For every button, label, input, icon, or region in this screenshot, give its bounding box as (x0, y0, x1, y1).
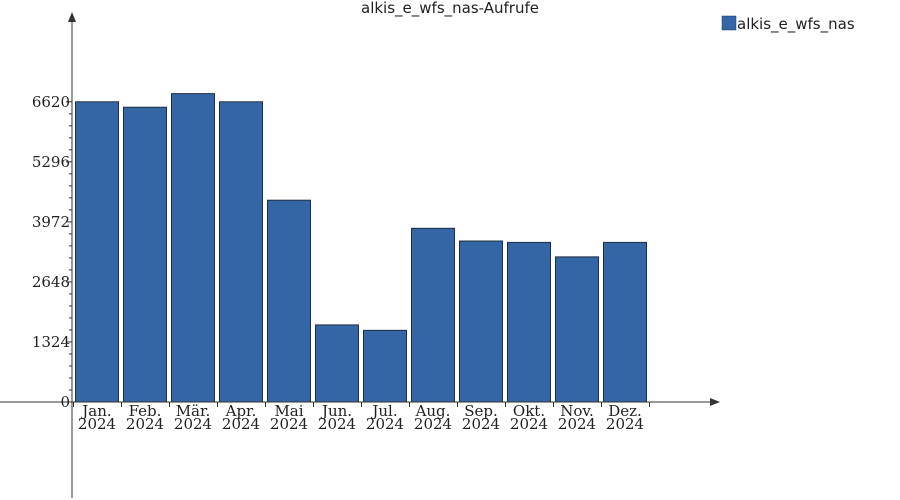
x-tick-label-1: Feb. 2024 (126, 402, 164, 433)
bar-10 (555, 256, 599, 403)
x-tick-label-7: Aug. 2024 (414, 402, 452, 433)
bar-0 (75, 101, 119, 403)
bar-3 (219, 101, 263, 403)
y-ticks: 0 1324 2648 3972 5296 6620 (32, 93, 72, 411)
y-tick-label-3: 3972 (32, 213, 70, 231)
bar-6 (363, 329, 407, 403)
bar-4 (267, 199, 311, 403)
y-tick-label-4: 5296 (32, 153, 70, 171)
bar-2 (171, 93, 215, 403)
bar-5 (315, 324, 359, 403)
bar-1 (123, 106, 167, 403)
y-tick-label-5: 6620 (32, 93, 70, 111)
legend: alkis_e_wfs_nas (721, 15, 855, 34)
legend-swatch (721, 15, 737, 31)
x-tick-label-3: Apr. 2024 (222, 402, 260, 433)
x-tick-label-6: Jul. 2024 (366, 402, 404, 433)
y-tick-label-1: 1324 (32, 333, 70, 351)
bar-7 (411, 227, 455, 403)
y-tick-label-0: 0 (60, 393, 70, 411)
chart-title: alkis_e_wfs_nas-Aufrufe (361, 0, 539, 18)
legend-label: alkis_e_wfs_nas (737, 15, 855, 34)
x-tick-label-9: Okt. 2024 (510, 402, 548, 433)
bar-9 (507, 241, 551, 403)
bars-group (75, 93, 647, 403)
x-tick-label-2: Mär. 2024 (174, 402, 212, 433)
bar-8 (459, 240, 503, 403)
bar-11 (603, 241, 647, 403)
x-ticks: Jan. 2024 Feb. 2024 Mär. 2024 Apr. 2024 Mai 2024 J… (73, 402, 650, 433)
x-tick-label-10: Nov. 2024 (558, 402, 596, 433)
y-axis-arrow (68, 12, 76, 22)
x-tick-label-0: Jan. 2024 (78, 402, 116, 433)
y-tick-label-2: 2648 (32, 273, 70, 291)
x-tick-label-8: Sep. 2024 (462, 402, 500, 433)
axes (0, 12, 720, 498)
x-tick-label-11: Dez. 2024 (606, 402, 644, 433)
x-axis-arrow (710, 398, 720, 406)
x-tick-label-5: Jun. 2024 (318, 402, 356, 433)
x-tick-label-4: Mai 2024 (270, 402, 308, 433)
